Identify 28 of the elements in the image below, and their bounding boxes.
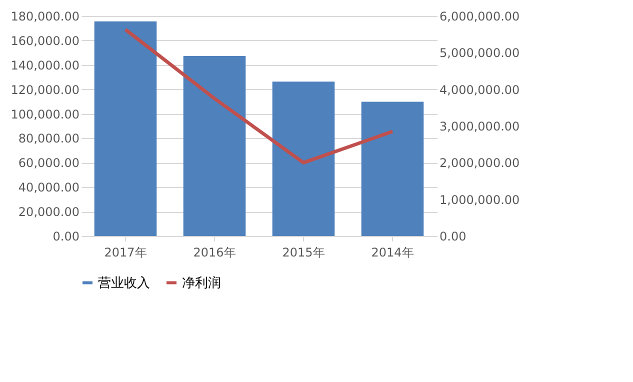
- x-tick-label: 2017年: [104, 246, 147, 260]
- y-tick-label: 120,000.00: [10, 82, 80, 97]
- y-tick-label: 100,000.00: [10, 107, 80, 122]
- x-tick-label: 2014年: [371, 246, 414, 260]
- legend-label: 营业收入: [98, 276, 150, 291]
- y-tick-label: 80,000.00: [18, 132, 80, 146]
- y-tick-label: 140,000.00: [10, 58, 80, 72]
- y-tick-label: 20,000.00: [18, 205, 80, 220]
- x-tick-label: 2015年: [282, 246, 325, 260]
- y-tick-label: 40,000.00: [18, 180, 80, 195]
- bar: [272, 82, 335, 236]
- y2-tick-label: 6,000,000.00: [440, 10, 520, 24]
- y2-tick-label: 4,000,000.00: [440, 82, 520, 97]
- bar: [361, 102, 424, 236]
- bar: [94, 21, 157, 236]
- line-series: [124, 28, 394, 164]
- y2-tick-label: 3,000,000.00: [440, 120, 520, 134]
- legend-label: 净利润: [182, 276, 221, 291]
- y-tick-label: 60,000.00: [18, 156, 80, 170]
- y-tick-label: 160,000.00: [10, 34, 80, 48]
- y2-tick-label: 5,000,000.00: [440, 46, 520, 60]
- y-tick-label: 0.00: [52, 230, 80, 244]
- bar: [183, 56, 246, 236]
- y-tick-label: 180,000.00: [10, 10, 80, 24]
- x-tick-label: 2016年: [193, 246, 236, 260]
- y2-tick-label: 1,000,000.00: [440, 192, 520, 207]
- y2-tick-label: 2,000,000.00: [440, 156, 520, 170]
- y2-tick-label: 0.00: [440, 230, 466, 244]
